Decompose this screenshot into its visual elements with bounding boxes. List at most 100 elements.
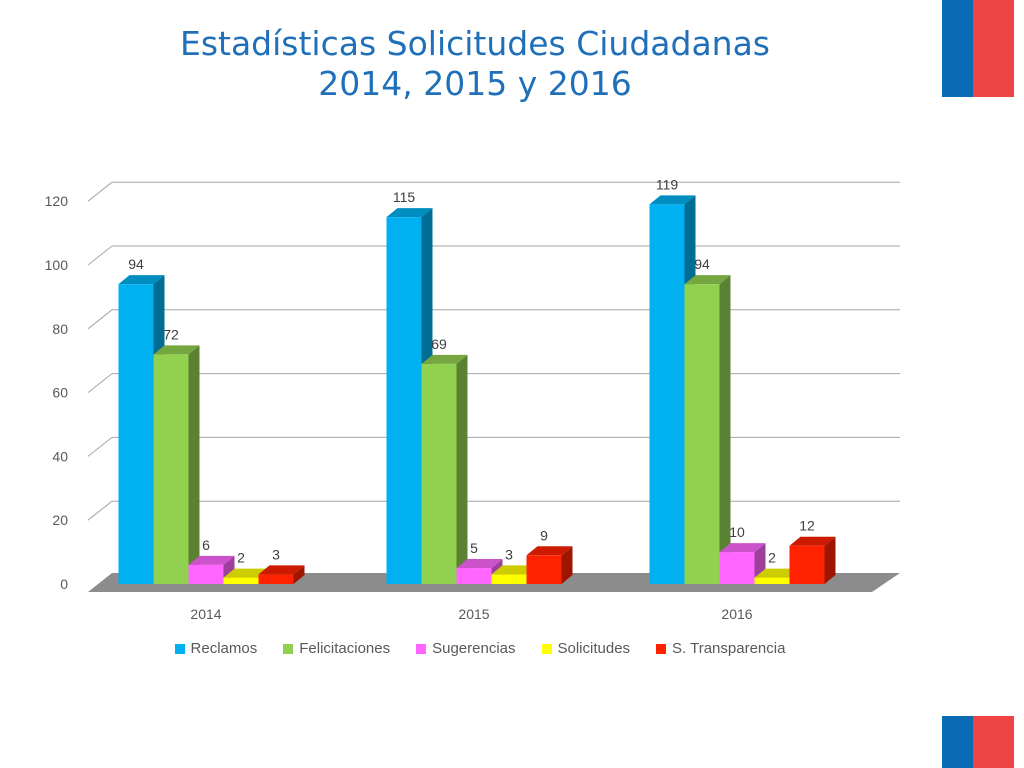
bar-top [421, 354, 468, 364]
bar-front [719, 552, 755, 584]
y-tick-label: 80 [52, 321, 68, 337]
bar-front [386, 217, 422, 584]
data-label: 94 [694, 256, 710, 272]
y-tick-label: 40 [52, 448, 68, 464]
data-label: 2 [237, 550, 245, 566]
y-tick-label: 120 [45, 193, 69, 209]
data-label: 6 [202, 537, 210, 553]
legend-swatch [656, 643, 667, 654]
bar-top [649, 195, 696, 205]
x-axis: 2014 2015 2016 [190, 606, 752, 622]
bar-side [824, 536, 836, 584]
y-tick-label: 60 [52, 385, 68, 401]
data-label: 3 [272, 546, 280, 562]
bar-front [258, 574, 294, 584]
y-tick-label: 0 [60, 576, 68, 592]
legend-swatch [283, 643, 294, 654]
chart-bars [118, 195, 836, 584]
data-label: 12 [799, 518, 815, 534]
flag-decoration-bottom [942, 716, 1014, 768]
legend-label: Sugerencias [432, 640, 516, 657]
legend-swatch [541, 643, 552, 654]
bar-front [456, 568, 492, 584]
data-label: 9 [540, 527, 548, 543]
bar-front [526, 555, 562, 584]
bar-s-transparencia-2016 [789, 536, 836, 584]
data-label: 3 [505, 546, 513, 562]
y-tick-label: 100 [45, 257, 69, 273]
x-tick-label: 2015 [458, 606, 489, 622]
bar-chart: 0 20 40 60 80 100 120 94 72 6 2 3 115 69 5 3 9 119 94 10 2 1… [45, 176, 900, 622]
bar-front [153, 354, 189, 584]
data-labels: 94 72 6 2 3 115 69 5 3 9 119 94 10 2 12 [128, 176, 815, 565]
data-label: 115 [393, 189, 416, 205]
bar-felicitaciones-2014 [153, 345, 200, 584]
data-label: 119 [656, 176, 679, 192]
bar-front [421, 363, 457, 584]
legend-label: Felicitaciones [299, 640, 391, 657]
legend-swatch [416, 643, 427, 654]
data-label: 10 [729, 524, 745, 540]
bar-s-transparencia-2014 [258, 565, 305, 584]
bar-side [293, 565, 305, 584]
legend-item: Reclamos [174, 640, 258, 657]
legend-item: Felicitaciones [283, 640, 390, 657]
bar-top [258, 565, 305, 575]
title-line-1: Estadísticas Solicitudes Ciudadanas [179, 24, 771, 63]
gridline-side [87, 181, 113, 202]
gridline-side [87, 309, 113, 330]
data-label: 5 [470, 540, 478, 556]
bar-top [789, 536, 836, 546]
bar-side [188, 345, 200, 584]
legend-swatch [174, 643, 185, 654]
bar-side [719, 275, 731, 584]
bar-felicitaciones-2016 [684, 275, 731, 584]
legend-item: Solicitudes [541, 640, 631, 657]
gridline-side [87, 437, 113, 457]
flag-blue-stripe [942, 0, 973, 97]
bar-top [188, 555, 235, 565]
data-label: 94 [128, 256, 144, 272]
legend-label: Reclamos [190, 640, 258, 657]
bar-front [649, 204, 685, 584]
bar-felicitaciones-2015 [421, 354, 468, 584]
bar-top [526, 546, 573, 556]
bar-front [684, 284, 720, 584]
bar-s-transparencia-2015 [526, 546, 573, 584]
x-tick-label: 2014 [190, 606, 221, 622]
legend-item: Sugerencias [416, 640, 516, 657]
slide-title: Estadísticas Solicitudes Ciudadanas 2014… [70, 24, 880, 104]
bar-top [754, 568, 801, 578]
bar-top [684, 275, 731, 285]
legend-item: S. Transparencia [656, 640, 785, 657]
x-tick-label: 2016 [721, 606, 752, 622]
bar-side [456, 354, 468, 584]
bar-top [456, 559, 503, 569]
legend-label: S. Transparencia [672, 640, 786, 657]
bar-front [754, 577, 790, 584]
data-label: 69 [431, 336, 447, 352]
flag-red-stripe [973, 716, 1014, 768]
bar-front [118, 284, 154, 584]
y-tick-label: 20 [52, 512, 68, 528]
gridline-side [87, 245, 113, 266]
gridline-side [87, 500, 113, 521]
bar-top [153, 345, 200, 355]
bar-top [223, 568, 270, 578]
data-label: 72 [163, 326, 179, 342]
bar-sugerencias-2016 [719, 543, 766, 584]
gridline-side [87, 373, 113, 393]
data-label: 2 [768, 550, 776, 566]
chart-gridlines [87, 181, 900, 521]
bar-front [491, 574, 527, 584]
y-axis: 0 20 40 60 80 100 120 [45, 193, 69, 592]
flag-red-stripe [973, 0, 1014, 97]
bar-side [561, 546, 573, 584]
title-line-2: 2014, 2015 y 2016 [318, 64, 632, 103]
bar-top [719, 543, 766, 553]
bar-top [386, 208, 433, 218]
flag-blue-stripe [942, 716, 973, 768]
bar-top [491, 565, 538, 575]
legend-label: Solicitudes [557, 640, 631, 657]
bar-front [789, 545, 825, 584]
